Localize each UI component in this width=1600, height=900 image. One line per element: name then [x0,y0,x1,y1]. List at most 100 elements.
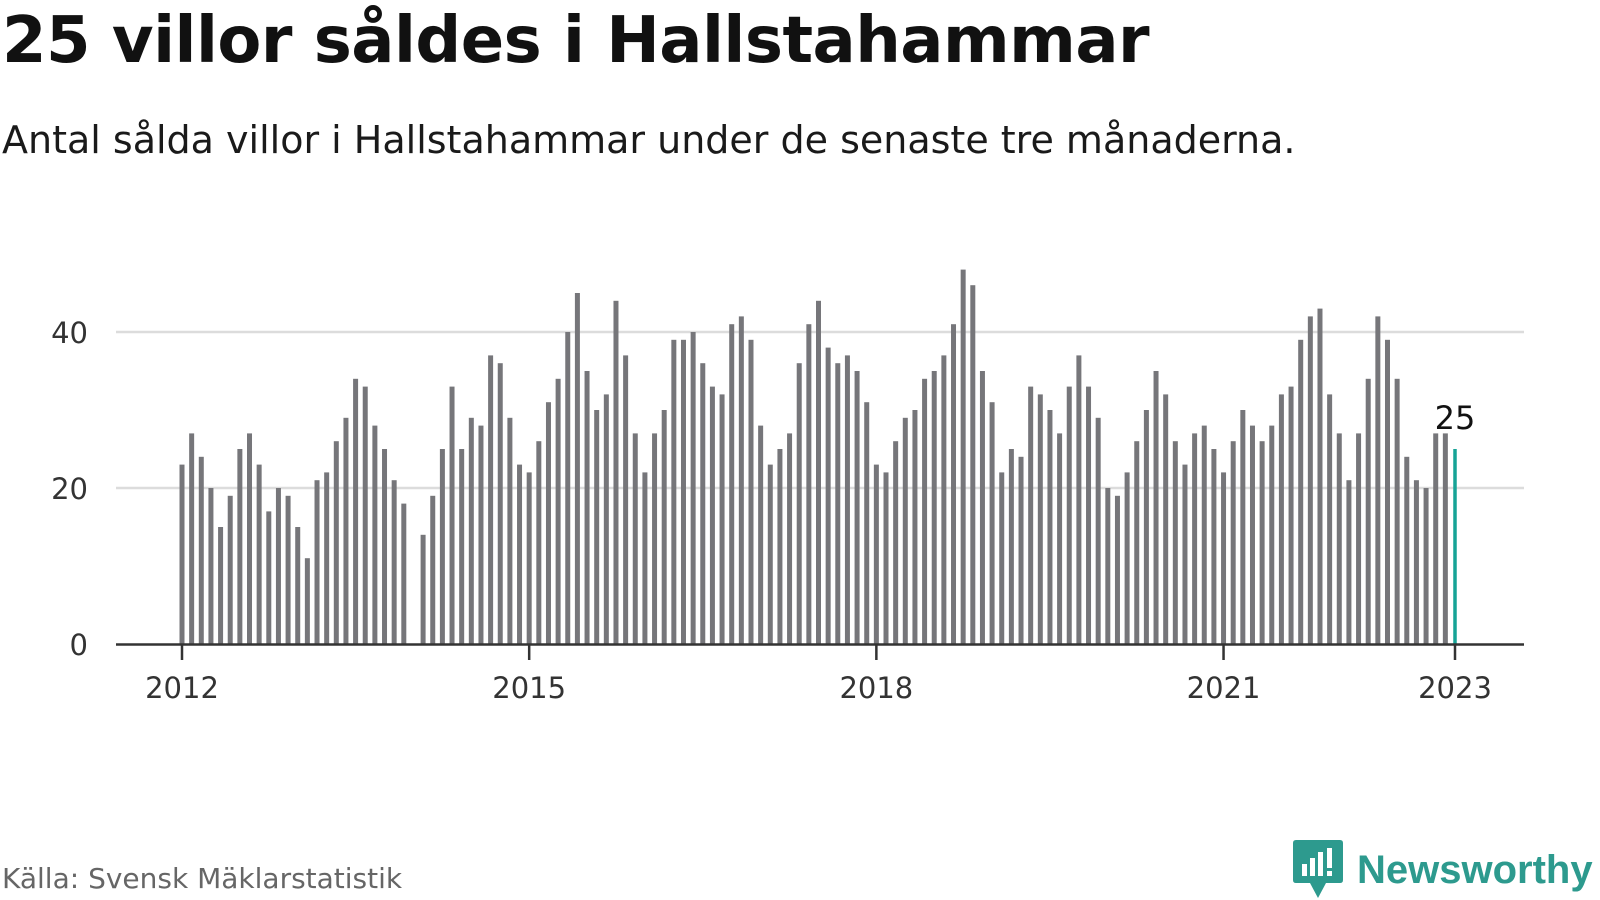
bar [1153,371,1159,644]
bar [1086,386,1092,644]
newsworthy-logo-icon [1293,840,1343,898]
bar [979,371,985,644]
brand-name: Newsworthy [1357,847,1593,892]
bar [1018,456,1024,644]
bar [989,402,995,644]
bar [275,488,281,644]
bar [333,441,339,644]
bar [1143,410,1149,644]
axis-ticks: 0 20 40 2012 2015 2018 2021 2023 [51,316,1492,705]
y-tick-label: 40 [51,316,88,350]
bar [844,355,850,644]
bar [1192,433,1198,644]
bar [545,402,551,644]
bar [1442,433,1448,644]
bar [266,511,272,644]
bar [594,410,600,644]
x-tick-label: 2023 [1418,671,1492,705]
bar [1066,386,1072,644]
bar [1269,425,1275,644]
bar [719,394,725,644]
bar [912,410,918,644]
chart-title: 25 villor såldes i Hallstahammar [2,4,1150,78]
bar [623,355,629,644]
y-tick-label: 20 [51,472,88,506]
bar [1356,433,1362,644]
bar [835,363,841,644]
bar [1221,472,1227,644]
bar [1201,425,1207,644]
bar [941,355,947,644]
bar [227,495,233,644]
y-tick-label: 0 [70,628,88,662]
bar [1346,480,1352,644]
bar [295,527,301,644]
bar [893,441,899,644]
bar [218,527,224,644]
bar [796,363,802,644]
bar [353,378,359,644]
bar [690,332,696,644]
bar [304,558,310,644]
bar [459,449,465,644]
bar [661,410,667,644]
bar [1249,425,1255,644]
bar [642,472,648,644]
bar [507,417,513,644]
bar [1230,441,1236,644]
brand-logo: Newsworthy [1293,840,1593,900]
bar-highlight [1453,449,1457,644]
bar [873,464,879,644]
bar [574,293,580,644]
bar [565,332,571,644]
bar [285,495,291,644]
bar [1057,433,1063,644]
bar [1076,355,1082,644]
bar [1037,394,1043,644]
bar [1317,308,1323,644]
bar [362,386,368,644]
bar [391,480,397,644]
bar [1211,449,1217,644]
x-tick-label: 2012 [145,671,219,705]
bar [1336,433,1342,644]
bar [632,433,638,644]
bar [1365,378,1371,644]
bar [1394,378,1400,644]
latest-value-label: 25 [1435,399,1476,437]
bar [1298,339,1304,644]
bar [1384,339,1390,644]
bar [536,441,542,644]
bar [401,503,407,644]
bar [247,433,253,644]
bar [970,285,976,644]
bar [1327,394,1333,644]
bar [420,534,426,644]
bar [1095,417,1101,644]
bar [709,386,715,644]
bar [1259,441,1265,644]
bar [449,386,455,644]
bar [951,324,957,644]
bar [1028,386,1034,644]
bar [372,425,378,644]
bar [738,316,744,644]
bar [864,402,870,644]
bar [729,324,735,644]
bar [324,472,330,644]
bar [603,394,609,644]
bar [526,472,532,644]
bar [1008,449,1014,644]
bar [902,417,908,644]
bar [1182,464,1188,644]
bar [748,339,754,644]
bar [1114,495,1120,644]
bar [1375,316,1381,644]
bar [430,495,436,644]
bar [787,433,793,644]
bar [468,417,474,644]
bar [1124,472,1130,644]
bar [584,371,590,644]
bar [1423,488,1429,644]
bar [671,339,677,644]
